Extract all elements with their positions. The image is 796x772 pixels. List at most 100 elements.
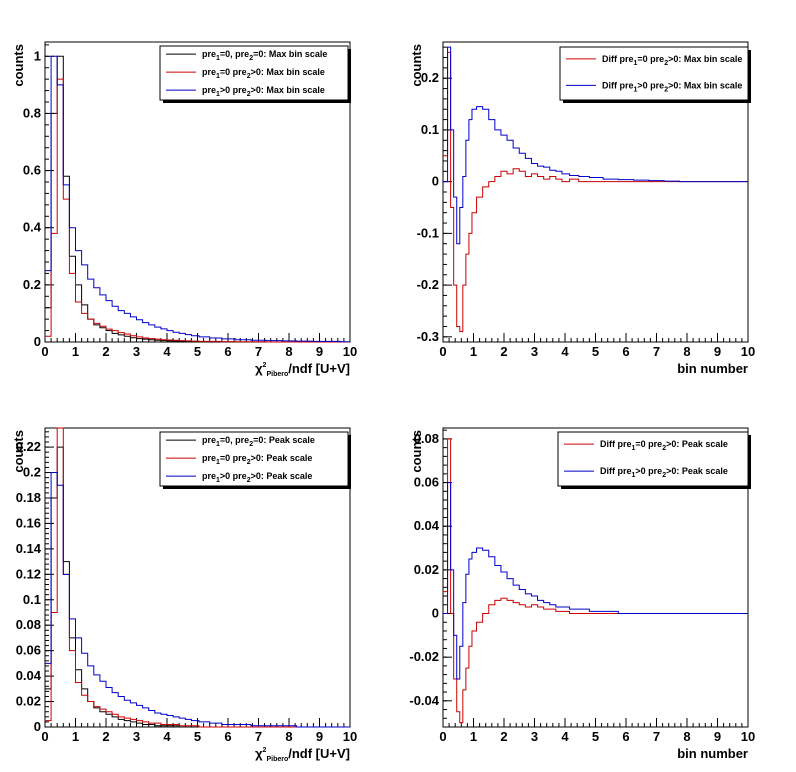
x-tick-label: 6 — [622, 344, 629, 359]
x-tick-label: 1 — [72, 729, 79, 744]
x-tick-label: 3 — [133, 729, 140, 744]
legend-entry-label-part: >0 pre — [635, 466, 662, 476]
y-tick-label: 0.16 — [16, 515, 41, 530]
y-tick-label: 0 — [432, 606, 439, 621]
legend-entry-label: pre1=0, pre2=0: Peak scale — [202, 435, 315, 448]
legend-entry-label-part: >0: Max bin scale — [668, 54, 742, 64]
legend-entry-label-part: =0, pre — [220, 49, 249, 59]
y-tick-label: 0.8 — [23, 105, 41, 120]
x-tick-label: 0 — [41, 729, 48, 744]
x-tick-label: 8 — [285, 729, 292, 744]
y-tick-label: 1 — [34, 48, 41, 63]
y-tick-label: 0.22 — [16, 439, 41, 454]
legend-entry-label-part: 2 — [247, 459, 251, 466]
series-line-blue — [443, 482, 748, 680]
legend-entry-label: pre1>0 pre2>0: Max bin scale — [202, 85, 325, 98]
y-tick-label: -0.1 — [417, 225, 439, 240]
legend-entry-label-part: 1 — [632, 472, 636, 479]
x-tick-label: 10 — [343, 729, 357, 744]
legend-entry-label: Diff pre1=0 pre2>0: Peak scale — [600, 439, 728, 452]
legend-entry-label-part: =0 pre — [220, 453, 247, 463]
legend-entry-label-part: Diff pre — [602, 80, 634, 90]
x-axis-label-part: 2 — [263, 747, 267, 754]
y-tick-label: 0.18 — [16, 490, 41, 505]
legend-entry-label-part: >0: Max bin scale — [251, 85, 325, 95]
legend-entry-label-part: Diff pre — [600, 439, 632, 449]
legend-entry-label-part: =0 pre — [637, 54, 664, 64]
legend-entry-label-part: 1 — [216, 55, 220, 62]
x-tick-label: 10 — [343, 344, 357, 359]
y-tick-label: 0 — [34, 334, 41, 349]
legend-entry-label-part: >0: Peak scale — [666, 439, 728, 449]
y-axis-label: counts — [409, 44, 424, 87]
legend-entry-label-part: pre — [202, 67, 216, 77]
y-tick-label: 0.04 — [414, 518, 440, 533]
legend-entry-label: pre1>0 pre2>0: Peak scale — [202, 471, 312, 484]
x-tick-label: 3 — [531, 729, 538, 744]
legend-entry-label-part: >0: Max bin scale — [668, 80, 742, 90]
x-tick-label: 8 — [285, 344, 292, 359]
legend-entry-label-part: 2 — [664, 86, 668, 93]
legend-entry-label-part: 1 — [216, 91, 220, 98]
y-tick-label: 0.02 — [414, 562, 439, 577]
y-tick-label: 0.2 — [23, 465, 41, 480]
legend-entry-label-part: Diff pre — [600, 466, 632, 476]
x-axis-label-part: /ndf [U+V] — [288, 746, 350, 761]
legend-entry-label-part: 1 — [634, 60, 638, 67]
legend-entry-label-part: =0: Peak scale — [253, 435, 315, 445]
x-tick-label: 2 — [500, 344, 507, 359]
y-tick-label: 0.08 — [16, 617, 41, 632]
legend-entry-label-part: 2 — [249, 441, 253, 448]
x-tick-label: 5 — [592, 344, 599, 359]
y-tick-label: 0.4 — [23, 220, 42, 235]
x-tick-label: 6 — [224, 729, 231, 744]
legend-box — [159, 45, 349, 101]
legend-entry-label-part: =0 pre — [635, 439, 662, 449]
legend-entry-label-part: 1 — [216, 441, 220, 448]
x-tick-label: 2 — [102, 344, 109, 359]
series-line-blue — [45, 55, 350, 343]
x-axis-label-part: Pibero — [266, 371, 288, 378]
legend-entry-label-part: 1 — [216, 459, 220, 466]
legend-entry-label: Diff pre1>0 pre2>0: Peak scale — [600, 466, 728, 479]
series-line-black — [45, 446, 350, 728]
panel-bottom-left: 0 1 2 3 4 5 6 7 8 9 10 0 0.02 0.04 0.06 0.08 0.1 0.12 0.14… — [11, 427, 357, 763]
panel-bottom-right: 0 1 2 3 4 5 6 7 8 9 10 -0.04 -0.02 0 0.02 0.04 0.06 0.08c… — [409, 427, 755, 761]
x-tick-label: 6 — [224, 344, 231, 359]
legend-entry-label-part: >0 pre — [637, 80, 664, 90]
x-tick-label: 5 — [592, 729, 599, 744]
legend-entry-label-part: pre — [202, 85, 216, 95]
legend-entry-label-part: 2 — [247, 73, 251, 80]
legend-entry-label: Diff pre1>0 pre2>0: Max bin scale — [602, 80, 742, 93]
x-tick-label: 7 — [255, 729, 262, 744]
x-tick-label: 9 — [316, 344, 323, 359]
x-axis-label-part: bin number — [677, 361, 748, 376]
x-tick-label: 9 — [714, 729, 721, 744]
x-tick-label: 2 — [102, 729, 109, 744]
y-tick-label: 0.6 — [23, 163, 41, 178]
x-tick-label: 0 — [41, 344, 48, 359]
x-tick-label: 10 — [741, 729, 755, 744]
y-tick-label: 0.2 — [23, 277, 41, 292]
legend-entry-label-part: 2 — [247, 477, 251, 484]
x-axis-label-part: χ — [255, 746, 263, 761]
x-tick-label: 6 — [622, 729, 629, 744]
legend-entry-label-part: 1 — [216, 73, 220, 80]
panel-top-left: 0 1 2 3 4 5 6 7 8 9 1000.20.40.60.81countsχ2Pibero… — [11, 41, 357, 378]
y-tick-label: -0.3 — [417, 329, 439, 344]
x-tick-label: 8 — [683, 729, 690, 744]
y-tick-label: 0.06 — [16, 643, 41, 658]
legend-entry-label-part: =0, pre — [220, 435, 249, 445]
x-axis-label: χ2 Pibero/ndf [U+V] — [255, 746, 350, 763]
legend-box — [557, 431, 749, 487]
x-axis-label-part: χ — [255, 361, 263, 376]
legend-entry-label-part: pre — [202, 453, 216, 463]
legend-box — [559, 46, 749, 101]
series-line-red — [45, 78, 350, 343]
x-tick-label: 10 — [741, 344, 755, 359]
legend-entry-label-part: 2 — [662, 445, 666, 452]
legend-entry-label-part: pre — [202, 49, 216, 59]
legend-entry-label-part: 2 — [247, 91, 251, 98]
legend-entry-label-part: 1 — [632, 445, 636, 452]
